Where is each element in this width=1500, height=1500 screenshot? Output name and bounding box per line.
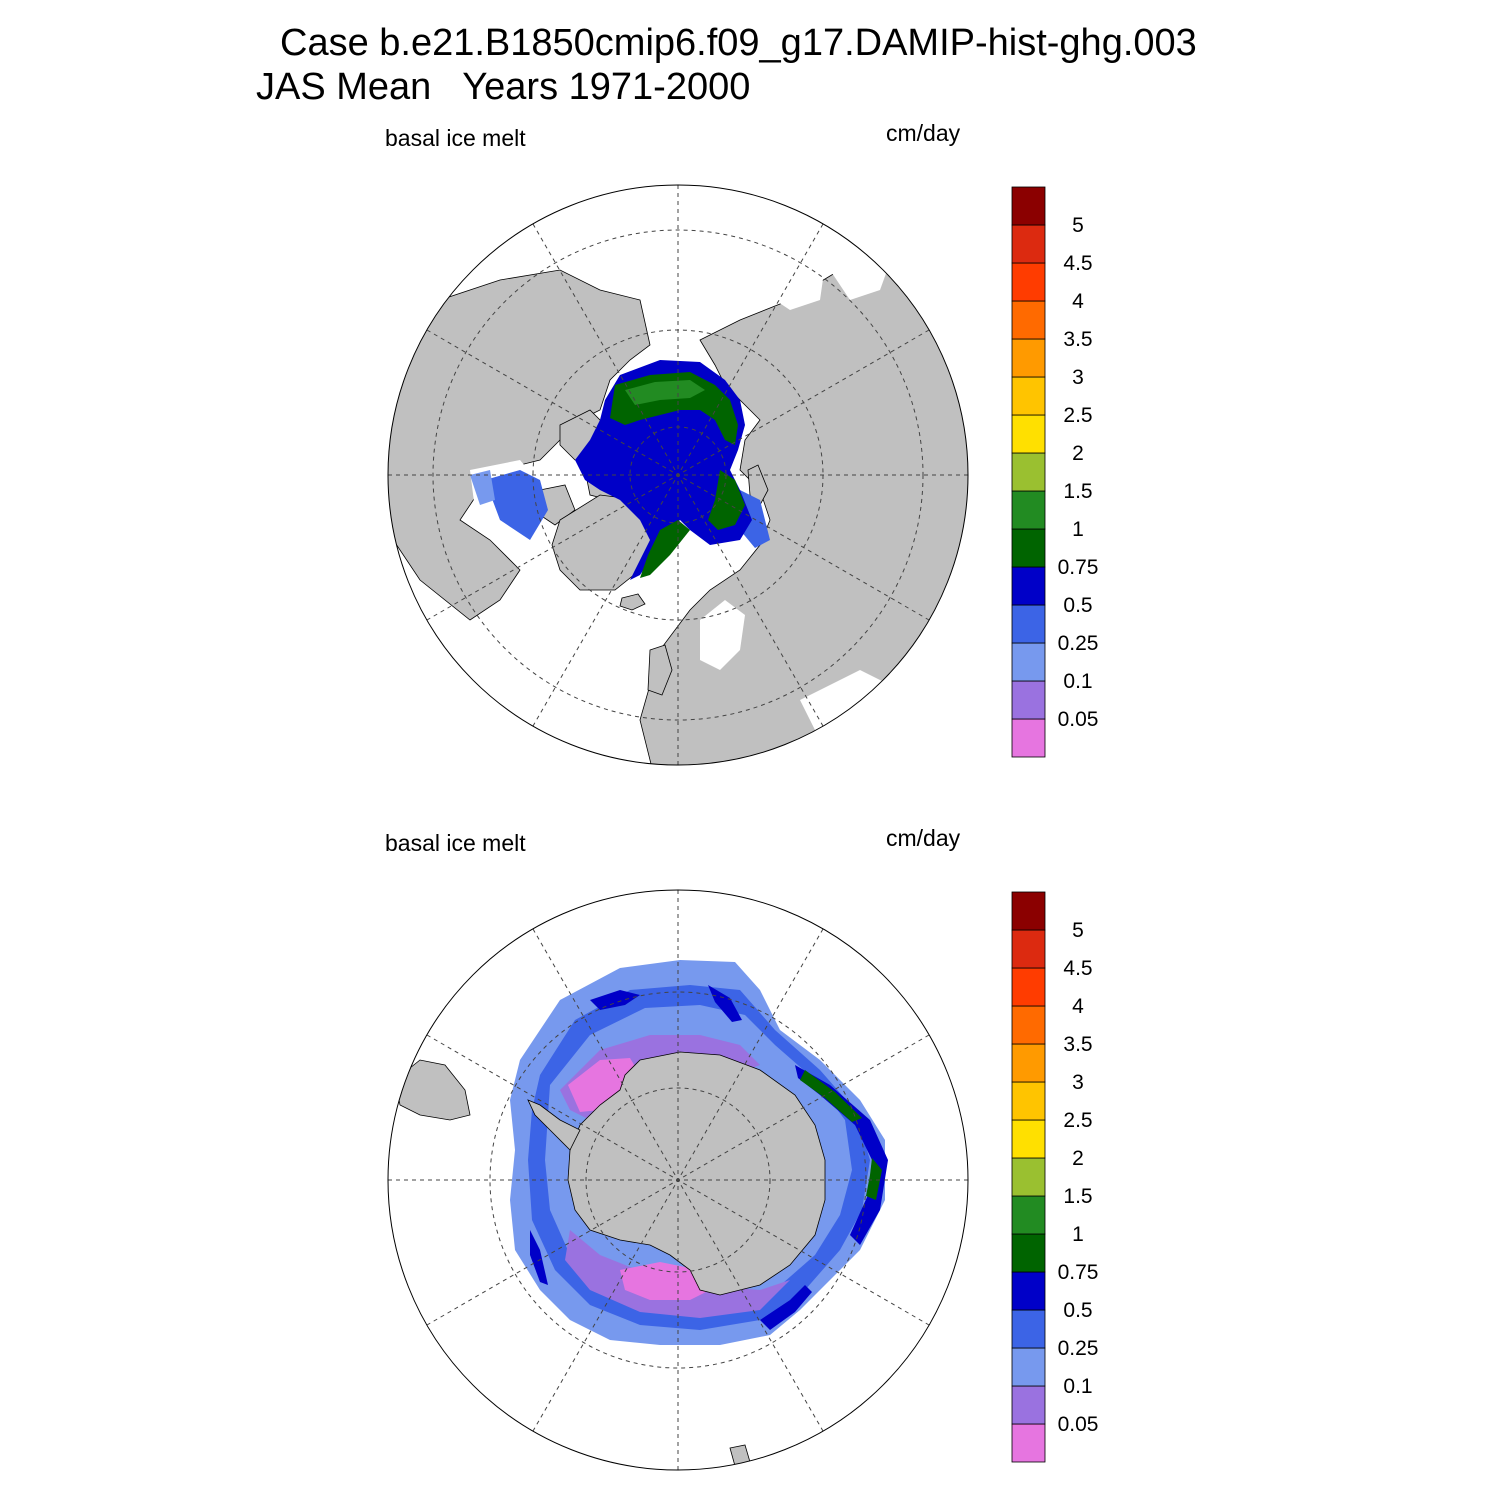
north-colorbar-tick-label: 1.5 <box>1063 480 1092 503</box>
south-melt-band-0.5-west <box>530 1230 548 1285</box>
south-colorbar-box-14 <box>1011 891 1046 931</box>
south-colorbar-box-13 <box>1011 929 1046 969</box>
south-units-label: cm/day <box>886 825 961 851</box>
figure-title-line-1: Case b.e21.B1850cmip6.f09_g17.DAMIP-hist… <box>280 22 1197 64</box>
north-colorbar-tick-label: 5 <box>1072 214 1084 237</box>
south-colorbar-box-8 <box>1011 1119 1046 1159</box>
north-map-border <box>387 184 969 766</box>
south-colorbar-tick-label: 0.05 <box>1058 1413 1099 1436</box>
north-melt-core <box>618 420 715 515</box>
antarctic-peninsula <box>527 1099 581 1151</box>
north-colorbar-box-11 <box>1011 300 1046 340</box>
north-melt-band-0.1 <box>470 470 495 505</box>
south-melt-band-0.05-south <box>565 1230 790 1318</box>
okhotsk-sea-water <box>760 230 830 310</box>
south-map-border <box>387 889 969 1471</box>
north-colorbar-box-8 <box>1011 414 1046 454</box>
north-colorbar-tick-label: 4.5 <box>1063 252 1092 275</box>
north-colorbar-box-10 <box>1011 338 1046 378</box>
south-colorbar-tick-label: 2.5 <box>1063 1109 1092 1132</box>
north-colorbar-box-13 <box>1011 224 1046 264</box>
north-colorbar-tick-label: 0.75 <box>1058 556 1099 579</box>
north-colorbar-box-9 <box>1011 376 1046 416</box>
north-melt-band-0.25 <box>485 470 548 540</box>
south-colorbar-box-3 <box>1011 1309 1046 1349</box>
south-colorbar-box-1 <box>1011 1385 1046 1425</box>
north-colorbar-box-5 <box>1011 528 1046 568</box>
south-colorbar-box-7 <box>1011 1157 1046 1197</box>
south-colorbar-box-9 <box>1011 1081 1046 1121</box>
south-colorbar: 0.05 0.1 0.25 0.5 0.75 1 1.5 2 2.5 3 3.5 4 4.5 5 <box>1011 891 1099 1463</box>
novaya-zemlya <box>747 464 769 506</box>
north-units-label: cm/day <box>886 120 961 146</box>
south-melt-band-0.5-north-2 <box>708 985 742 1022</box>
south-colorbar-box-11 <box>1011 1005 1046 1045</box>
south-colorbar-tick-label: 0.25 <box>1058 1337 1099 1360</box>
south-colorbar-tick-label: 0.5 <box>1063 1299 1092 1322</box>
south-colorbar-tick-label: 4 <box>1072 995 1084 1018</box>
south-colorbar-tick-label: 1 <box>1072 1223 1084 1246</box>
south-melt-band-0.75-east-2 <box>866 1158 882 1200</box>
north-colorbar-tick-label: 1 <box>1072 518 1084 541</box>
south-colorbar-box-5 <box>1011 1233 1046 1273</box>
north-graticule <box>388 185 968 765</box>
south-melt-band-0.75-southeast <box>760 1285 812 1330</box>
south-colorbar-tick-label: 1.5 <box>1063 1185 1092 1208</box>
south-colorbar-box-12 <box>1011 967 1046 1007</box>
south-colorbar-tick-label: 0.1 <box>1063 1375 1092 1398</box>
south-colorbar-box-4 <box>1011 1271 1046 1311</box>
north-colorbar-box-12 <box>1011 262 1046 302</box>
north-colorbar-tick-label: 4 <box>1072 290 1084 313</box>
south-colorbar-tick-label: 3.5 <box>1063 1033 1092 1056</box>
south-polar-map <box>387 889 969 1471</box>
north-colorbar-box-1 <box>1011 680 1046 720</box>
north-colorbar-box-2 <box>1011 642 1046 682</box>
north-colorbar-box-4 <box>1011 566 1046 606</box>
north-colorbar-tick-label: 0.05 <box>1058 708 1099 731</box>
south-colorbar-tick-label: 4.5 <box>1063 957 1092 980</box>
south-colorbar-tick-label: 2 <box>1072 1147 1084 1170</box>
north-colorbar-tick-label: 2.5 <box>1063 404 1092 427</box>
iceland <box>619 593 646 611</box>
south-colorbar-box-10 <box>1011 1043 1046 1083</box>
british-isles <box>647 644 673 696</box>
north-colorbar-tick-label: 3 <box>1072 366 1084 389</box>
north-variable-label: basal ice melt <box>385 125 526 151</box>
south-melt-band-0.75-east <box>800 1070 862 1122</box>
north-polar-map <box>387 184 969 766</box>
south-melt-band-0-weddell <box>568 1058 640 1112</box>
north-colorbar: 0.05 0.1 0.25 0.5 0.75 1 1.5 2 2.5 3 3.5 4 4.5 5 <box>1011 186 1099 758</box>
south-colorbar-tick-label: 0.75 <box>1058 1261 1099 1284</box>
north-colorbar-box-6 <box>1011 490 1046 530</box>
south-colorbar-tick-label: 3 <box>1072 1071 1084 1094</box>
south-graticule <box>388 890 968 1470</box>
north-melt-band-0.75-greenland <box>640 520 690 578</box>
north-melt-band-1 <box>625 380 705 405</box>
north-colorbar-box-3 <box>1011 604 1046 644</box>
north-america-landmass <box>388 269 651 621</box>
south-colorbar-tick-label: 5 <box>1072 919 1084 942</box>
north-colorbar-box-7 <box>1011 452 1046 492</box>
north-colorbar-tick-label: 0.1 <box>1063 670 1092 693</box>
south-variable-label: basal ice melt <box>385 830 526 856</box>
south-colorbar-box-0 <box>1011 1423 1046 1463</box>
north-colorbar-tick-label: 2 <box>1072 442 1084 465</box>
north-colorbar-tick-label: 0.25 <box>1058 632 1099 655</box>
north-colorbar-box-14 <box>1011 186 1046 226</box>
figure-title-line-2: JAS Mean Years 1971-2000 <box>256 66 751 108</box>
north-colorbar-box-0 <box>1011 718 1046 758</box>
north-colorbar-tick-label: 0.5 <box>1063 594 1092 617</box>
south-america-tip <box>394 1059 471 1121</box>
south-colorbar-box-2 <box>1011 1347 1046 1387</box>
north-colorbar-tick-label: 3.5 <box>1063 328 1092 351</box>
south-colorbar-box-6 <box>1011 1195 1046 1235</box>
south-melt-band-0.5-north <box>590 990 640 1010</box>
baltic-sea <box>700 600 745 670</box>
north-melt-band-0.75-east <box>708 470 745 530</box>
north-melt-field <box>470 360 770 580</box>
